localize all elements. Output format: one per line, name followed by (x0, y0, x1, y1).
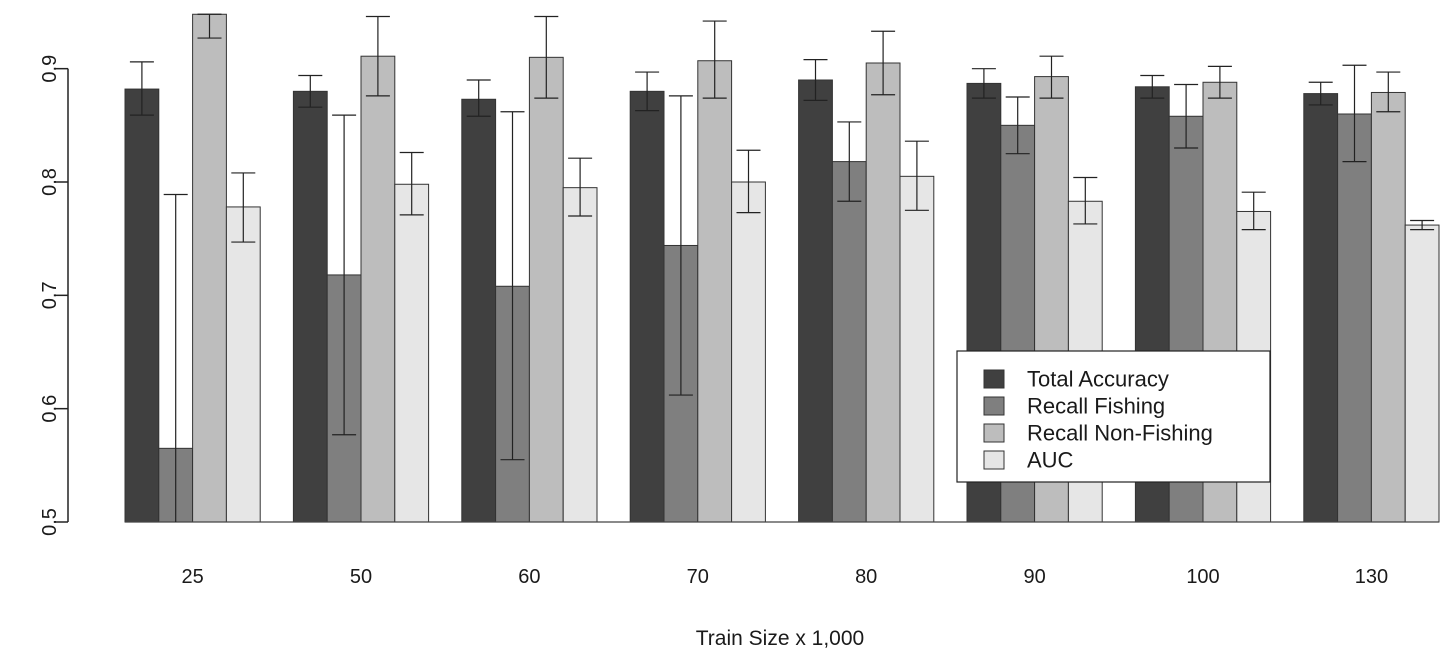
error-bar (1174, 83, 1199, 149)
bar (629, 90, 665, 523)
error-bar (1308, 81, 1333, 106)
y-tick-label: 0.9 (39, 55, 61, 83)
bar (731, 181, 766, 523)
bar (360, 55, 396, 523)
y-tick-label: 0.5 (39, 508, 61, 536)
bar (798, 79, 833, 523)
x-tick-label: 130 (1355, 566, 1388, 588)
bar (562, 187, 598, 523)
y-tick-label: 0.8 (39, 168, 61, 196)
bar (865, 62, 901, 523)
x-tick-label: 90 (1023, 566, 1045, 588)
bar (697, 60, 733, 523)
error-bar (500, 111, 525, 461)
error-bar (1241, 191, 1266, 231)
bar (225, 206, 261, 523)
error-bar (702, 20, 727, 99)
bar (831, 161, 867, 523)
bar (528, 56, 564, 523)
error-bar (837, 121, 862, 202)
error-bar (736, 149, 761, 214)
error-bar (904, 140, 929, 211)
legend-swatch (983, 450, 1005, 470)
error-bar (1376, 71, 1401, 113)
bar (292, 90, 328, 523)
bar (461, 98, 497, 523)
bar (124, 88, 160, 523)
y-tick-label: 0.7 (39, 281, 61, 309)
y-axis: 0.5 0.6 0.7 0.8 0.9 (39, 55, 69, 536)
error-bar (1005, 96, 1030, 155)
error-bar (668, 95, 693, 396)
error-bar (1207, 65, 1232, 99)
error-bar (163, 193, 188, 522)
x-tick-labels: 25 50 60 70 80 90 100 130 (181, 566, 1388, 588)
error-bar (1073, 176, 1098, 225)
legend-swatch (983, 396, 1005, 416)
legend-label: AUC (1027, 448, 1074, 473)
x-tick-label: 25 (181, 566, 203, 588)
bar (1404, 224, 1440, 523)
error-bar (635, 71, 660, 112)
error-bar (1342, 64, 1367, 163)
error-bar (332, 114, 357, 436)
bar (1370, 91, 1406, 523)
error-bar (534, 15, 559, 99)
error-bar (971, 68, 996, 99)
error-bar (568, 157, 593, 217)
error-bar (1140, 74, 1165, 99)
error-bar (298, 74, 323, 108)
error-bar (399, 151, 424, 216)
error-bar (365, 15, 390, 97)
legend-label: Total Accuracy (1027, 367, 1169, 392)
legend-label: Recall Non-Fishing (1027, 421, 1213, 446)
error-bar (466, 79, 491, 117)
x-tick-label: 80 (855, 566, 877, 588)
bar (899, 175, 935, 523)
legend-swatch (983, 369, 1005, 389)
bar (394, 183, 430, 523)
error-bar (197, 13, 222, 39)
error-bar (231, 172, 256, 243)
error-bar (871, 30, 896, 96)
legend-swatch (983, 423, 1005, 443)
x-axis-label: Train Size x 1,000 (696, 627, 864, 650)
x-tick-label: 60 (518, 566, 540, 588)
error-bar (1410, 219, 1435, 231)
error-bar (1039, 55, 1064, 99)
bar (1303, 93, 1339, 523)
x-tick-label: 100 (1186, 566, 1219, 588)
x-tick-label: 50 (350, 566, 372, 588)
bar (1337, 113, 1372, 523)
legend-label: Recall Fishing (1027, 394, 1165, 419)
error-bar (129, 61, 154, 116)
bar (192, 13, 227, 523)
x-tick-label: 70 (687, 566, 709, 588)
legend-box (956, 350, 1271, 483)
error-bar (803, 58, 828, 102)
error-bars-layer (129, 13, 1435, 522)
y-tick-label: 0.6 (39, 395, 61, 423)
